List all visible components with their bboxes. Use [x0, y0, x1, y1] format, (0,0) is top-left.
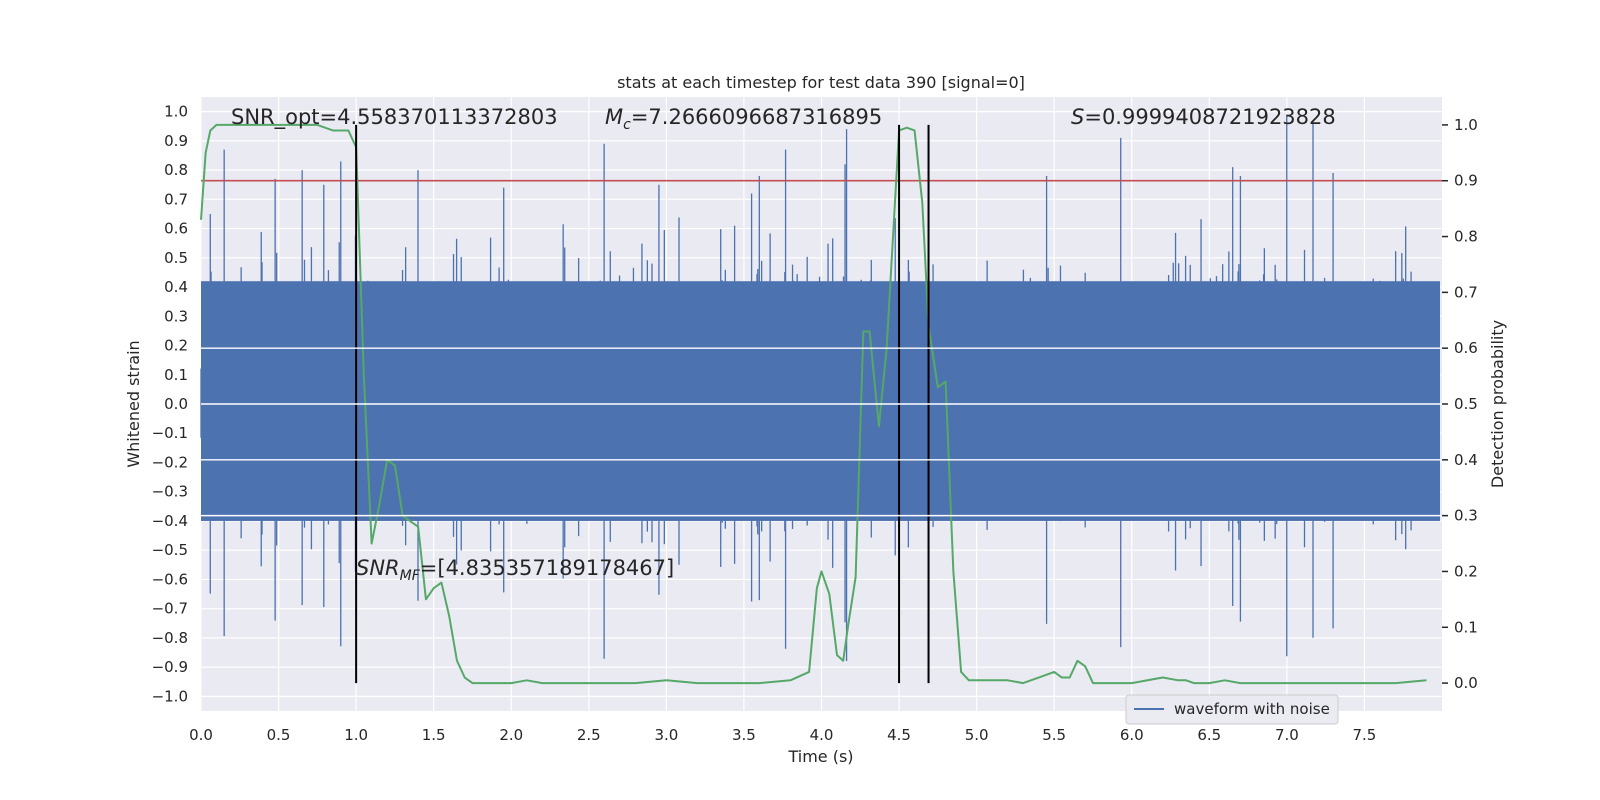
- y-left-tick-label: 0.2: [164, 337, 188, 355]
- y-left-tick-label: −0.6: [152, 570, 188, 588]
- y-left-tick-label: −0.8: [152, 629, 188, 647]
- y-right-tick-label: 0.8: [1454, 228, 1478, 246]
- waveform-series: [200, 114, 1440, 662]
- y-left-tick-label: 0.3: [164, 307, 188, 325]
- legend-box: [1125, 694, 1339, 725]
- y-left-tick-label: 0.4: [164, 278, 188, 296]
- chirp-mass-subscript: c: [623, 117, 631, 133]
- y-left-tick-label: −0.5: [152, 541, 188, 559]
- x-tick-label: 7.5: [1353, 726, 1377, 744]
- y-right-tick-label: 0.6: [1454, 339, 1478, 357]
- y-right-tick-label: 0.5: [1454, 395, 1478, 413]
- snr-mf-subscript: MF: [400, 568, 421, 584]
- y-right-tick-label: 0.3: [1454, 507, 1478, 525]
- snr-mf-annotation: SNRMF=[4.835357189178467]: [356, 556, 674, 584]
- x-tick-label: 2.5: [577, 726, 601, 744]
- y-left-tick-label: 0.7: [164, 190, 188, 208]
- y-right-tick-label: 0.2: [1454, 562, 1478, 580]
- x-tick-label: 0.5: [267, 726, 291, 744]
- y-left-tick-label: −0.9: [152, 658, 188, 676]
- y-right-tick-label: 0.1: [1454, 618, 1478, 636]
- x-tick-label: 1.0: [344, 726, 368, 744]
- waveform-core: [201, 281, 1440, 521]
- y-left-tick-label: 0.0: [164, 395, 188, 413]
- s-symbol: S: [1071, 105, 1084, 129]
- x-tick-label: 3.0: [654, 726, 678, 744]
- x-axis-label: Time (s): [787, 747, 853, 766]
- y-right-tick-label: 0.9: [1454, 172, 1478, 190]
- x-tick-label: 6.0: [1120, 726, 1144, 744]
- y-left-tick-label: −0.4: [152, 512, 188, 530]
- snr-mf-symbol: SNR: [356, 556, 400, 580]
- y-left-tick-label: 1.0: [164, 103, 188, 121]
- y-axis-label-left: Whitened strain: [124, 340, 143, 467]
- chirp-mass-value: =7.2666096687316895: [631, 105, 882, 129]
- x-tick-label: 1.5: [422, 726, 446, 744]
- y-right-tick-label: 0.7: [1454, 283, 1478, 301]
- y-left-tick-label: 0.8: [164, 161, 188, 179]
- x-tick-labels: 0.0 0.5 1.0 1.5 2.0 2.5 3.0 3.5 4.0 4.5 5.0 5.5 6.0 6…: [189, 726, 1376, 744]
- y-right-tick-label: 0.0: [1454, 674, 1478, 692]
- x-tick-label: 5.5: [1042, 726, 1066, 744]
- y-right-tick-label: 0.4: [1454, 451, 1478, 469]
- x-tick-label: 6.5: [1197, 726, 1221, 744]
- y-left-tick-label: −0.7: [152, 600, 188, 618]
- y-left-tick-label: −1.0: [152, 687, 188, 705]
- y-left-tick-label: −0.2: [152, 453, 188, 471]
- y-right-tick-label: 1.0: [1454, 116, 1478, 134]
- y-left-tick-label: −0.1: [152, 424, 188, 442]
- chirp-mass-symbol: M: [605, 105, 623, 129]
- y-left-tick-label: 0.5: [164, 249, 188, 267]
- legend-label: waveform with noise: [1174, 700, 1330, 718]
- x-tick-label: 0.0: [189, 726, 213, 744]
- y-right-tick-labels: 1.0 0.9 0.8 0.7 0.6 0.5 0.4 0.3 0.2 0.1 0.0: [1442, 116, 1478, 692]
- y-left-tick-label: −0.3: [152, 483, 188, 501]
- chirp-mass-annotation: Mc=7.2666096687316895: [605, 105, 882, 133]
- x-tick-label: 5.0: [965, 726, 989, 744]
- grid-overlay: [201, 347, 1442, 517]
- y-axis-label-right: Detection probability: [1488, 320, 1507, 488]
- y-left-tick-labels: 1.0 0.9 0.8 0.7 0.6 0.5 0.4 0.3 0.2 0.1 0.0 −0.1 −0.…: [152, 103, 188, 706]
- y-left-tick-label: 0.9: [164, 132, 188, 150]
- snr-opt-annotation: SNR_opt=4.558370113372803: [231, 105, 558, 130]
- legend: waveform with noise: [1125, 694, 1339, 725]
- snr-mf-value: =[4.835357189178467]: [420, 556, 674, 580]
- chart-title: stats at each timestep for test data 390…: [617, 73, 1025, 92]
- x-tick-label: 2.0: [499, 726, 523, 744]
- x-tick-label: 7.0: [1275, 726, 1299, 744]
- y-left-tick-label: 0.1: [164, 366, 188, 384]
- y-left-tick-label: 0.6: [164, 220, 188, 238]
- x-tick-label: 4.0: [810, 726, 834, 744]
- x-tick-label: 3.5: [732, 726, 756, 744]
- s-annotation: S=0.9999408721923828: [1071, 105, 1336, 129]
- s-value: =0.9999408721923828: [1084, 105, 1335, 129]
- x-tick-label: 4.5: [887, 726, 911, 744]
